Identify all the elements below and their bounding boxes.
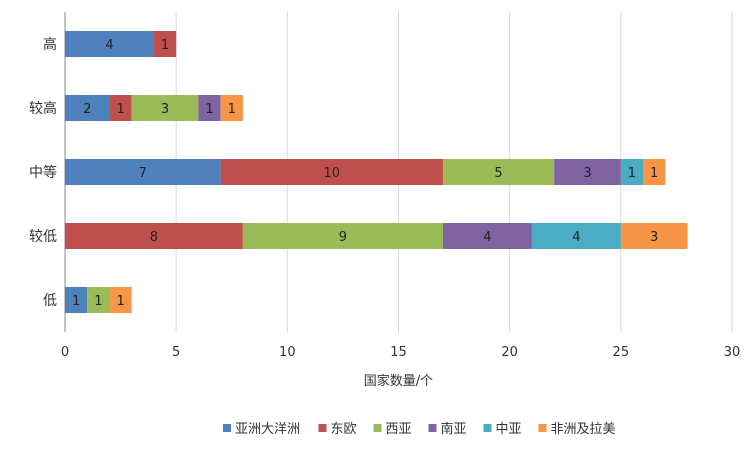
- legend-item: 西亚: [373, 422, 412, 437]
- bar-segment: [131, 95, 199, 121]
- data-label: 1: [116, 102, 124, 117]
- category-label: 较高: [29, 100, 57, 117]
- legend-swatch: [373, 424, 382, 432]
- data-label: 1: [116, 294, 124, 309]
- x-tick-label: 5: [172, 345, 180, 360]
- data-label: 3: [583, 166, 591, 181]
- x-tick-label: 0: [61, 345, 69, 360]
- legend-label: 中亚: [496, 422, 522, 437]
- bar-segment: [220, 95, 243, 121]
- legend-label: 南亚: [441, 421, 467, 437]
- legend-swatch: [538, 424, 547, 432]
- data-label: 1: [650, 166, 658, 181]
- legend-item: 亚洲大洋洲: [223, 422, 300, 437]
- bar-segment: [109, 95, 132, 121]
- x-axis-title: 国家数量/个: [364, 373, 433, 389]
- x-tick-label: 20: [501, 345, 518, 360]
- legend: 亚洲大洋洲 东欧 西亚 南亚 中亚 非洲及拉美: [223, 421, 616, 437]
- bar-segment: [87, 287, 110, 313]
- bar-segment: [65, 31, 154, 57]
- legend-swatch: [428, 424, 437, 432]
- data-label: 2: [83, 102, 91, 117]
- legend-label: 非洲及拉美: [551, 422, 616, 437]
- bar-segment: [65, 287, 88, 313]
- data-label: 4: [483, 230, 491, 245]
- legend-item: 东欧: [318, 422, 357, 437]
- data-label: 10: [324, 166, 341, 181]
- bar-segment: [531, 223, 621, 249]
- bar-segment: [442, 159, 555, 185]
- data-label: 1: [205, 102, 213, 117]
- legend-swatch: [223, 424, 231, 432]
- bar-segment: [242, 223, 443, 249]
- data-label: 1: [161, 38, 169, 53]
- bar-segment: [643, 159, 666, 185]
- bar-segment: [554, 159, 621, 185]
- x-tick-label: 15: [390, 345, 407, 360]
- data-label: 3: [650, 230, 658, 245]
- category-label: 中等: [29, 164, 57, 181]
- bar-segment: [198, 95, 221, 121]
- bar-segment: [620, 159, 644, 185]
- bar-segment: [65, 223, 243, 249]
- data-label: 4: [105, 38, 113, 53]
- legend-label: 亚洲大洋洲: [235, 422, 300, 437]
- data-label: 1: [94, 294, 102, 309]
- category-label: 较低: [29, 229, 57, 245]
- legend-item: 南亚: [428, 421, 467, 437]
- data-label: 1: [228, 102, 236, 117]
- legend-item: 非洲及拉美: [538, 422, 616, 437]
- bar-segment: [220, 159, 443, 185]
- category-label: 低: [43, 293, 57, 309]
- data-label: 7: [139, 166, 147, 181]
- legend-label: 东欧: [331, 422, 357, 437]
- bars: 4 12 1 3 1 17 10 5 3 1 18 9 4 4 31 1 1: [65, 31, 688, 313]
- data-label: 4: [572, 230, 580, 245]
- data-label: 8: [150, 230, 158, 245]
- legend-swatch: [318, 424, 327, 432]
- data-label: 1: [72, 294, 80, 309]
- bar-segment: [109, 287, 132, 313]
- legend-swatch: [483, 424, 492, 432]
- bar-segment: [442, 223, 532, 249]
- data-label: 1: [628, 166, 636, 181]
- bar-segment: [153, 31, 177, 57]
- bar-segment: [65, 159, 221, 185]
- bar-segment: [65, 95, 110, 121]
- legend-item: 中亚: [483, 422, 522, 437]
- bar-segment: [620, 223, 688, 249]
- x-tick-label: 25: [613, 345, 630, 360]
- data-label: 9: [339, 230, 347, 245]
- data-label: 5: [494, 166, 502, 181]
- x-tick-label: 10: [279, 345, 296, 360]
- legend-label: 西亚: [386, 422, 412, 437]
- x-tick-label: 30: [724, 345, 741, 360]
- category-label: 高: [43, 36, 57, 53]
- data-label: 3: [161, 102, 169, 117]
- x-axis: 0 5 10 15 20 25 30: [61, 345, 740, 360]
